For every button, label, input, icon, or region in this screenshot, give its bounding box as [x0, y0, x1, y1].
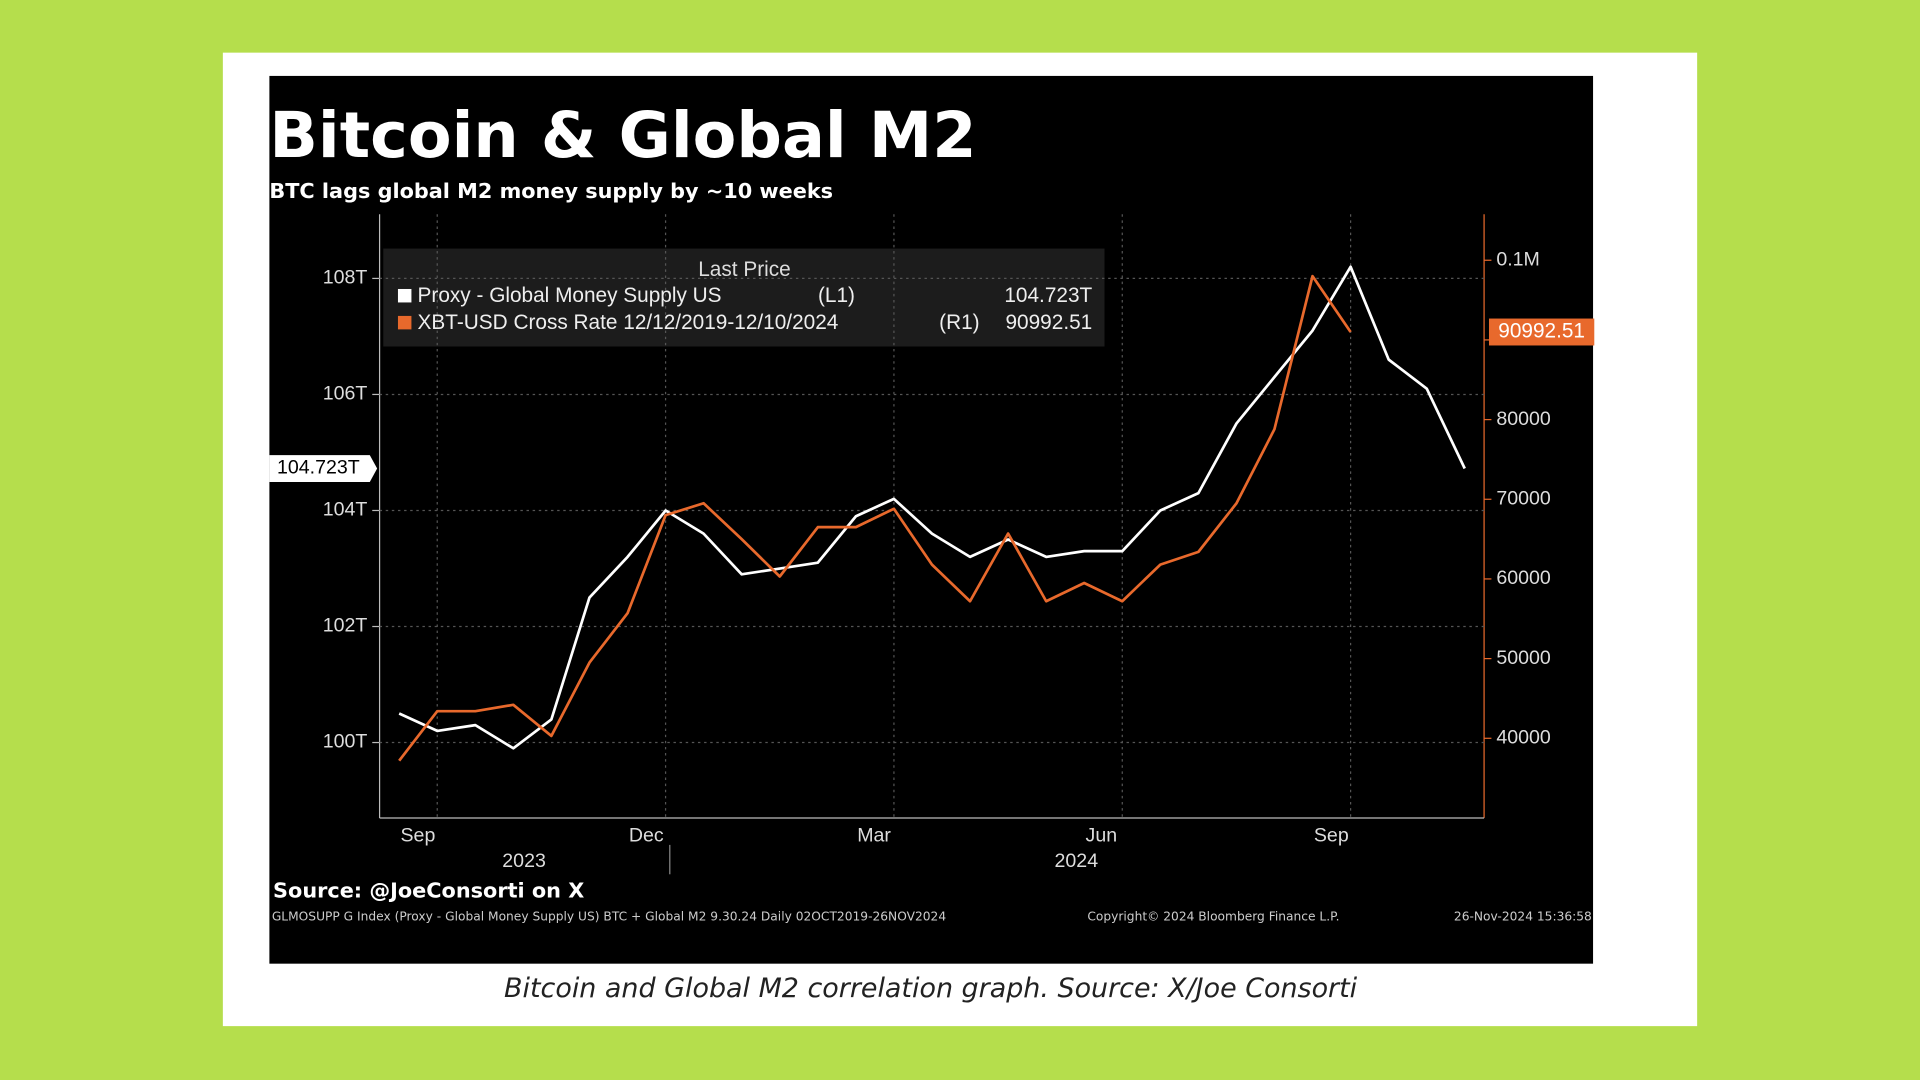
y2-tick-label: 40000 [1496, 726, 1551, 748]
x-tick-label: Mar [857, 824, 891, 846]
x-group-label: 2023 [502, 850, 546, 872]
y-tick-label: 108T [323, 267, 368, 289]
series-line [398, 265, 1466, 750]
last-value-marker [269, 455, 378, 483]
y-tick-label: 100T [323, 731, 368, 753]
x-group-label: 2024 [1055, 850, 1099, 872]
x-tick-label: Sep [1314, 824, 1349, 846]
chart-subtitle: BTC lags global M2 money supply by ~10 w… [269, 179, 833, 203]
caption: Bitcoin and Global M2 correlation graph.… [504, 973, 1358, 1004]
y2-tick-label: 80000 [1496, 408, 1551, 430]
last-value-marker-label: 90992.51 [1498, 320, 1585, 343]
y2-tick-label: 50000 [1496, 647, 1551, 669]
y2-tick-label: 70000 [1496, 487, 1551, 509]
x-tick-label: Sep [401, 824, 436, 846]
y-tick-label: 104T [323, 499, 368, 521]
x-tick-label: Dec [629, 824, 664, 846]
footer-right: 26-Nov-2024 15:36:58 [1454, 910, 1592, 924]
legend-axis-tag: (R1) [939, 311, 979, 334]
y-tick-label: 102T [323, 615, 368, 637]
legend-value: 90992.51 [1005, 311, 1092, 334]
last-value-marker-label: 104.723T [277, 457, 360, 479]
footer-center: Copyright© 2024 Bloomberg Finance L.P. [1087, 910, 1339, 924]
legend-swatch [397, 315, 412, 330]
chart-title: Bitcoin & Global M2 [269, 99, 976, 173]
legend-value: 104.723T [1004, 284, 1092, 307]
chart-panel [269, 75, 1594, 964]
y-tick-label: 106T [323, 383, 368, 405]
last-value-marker [1488, 318, 1595, 346]
legend-label: Proxy - Global Money Supply US [418, 284, 722, 307]
legend-axis-tag: (L1) [818, 284, 855, 307]
x-tick-label: Jun [1086, 824, 1118, 846]
y2-tick-label: 60000 [1496, 567, 1551, 589]
y2-tick-label: 0.1M [1496, 248, 1540, 270]
source: Source: @JoeConsorti on X [273, 878, 584, 902]
legend-label: XBT-USD Cross Rate 12/12/2019-12/10/2024 [418, 311, 839, 334]
series-line [398, 274, 1352, 762]
footer-left: GLMOSUPP G Index (Proxy - Global Money S… [272, 910, 947, 924]
legend-box [383, 248, 1105, 347]
legend-title: Last Price [698, 258, 790, 281]
legend-swatch [397, 288, 412, 303]
